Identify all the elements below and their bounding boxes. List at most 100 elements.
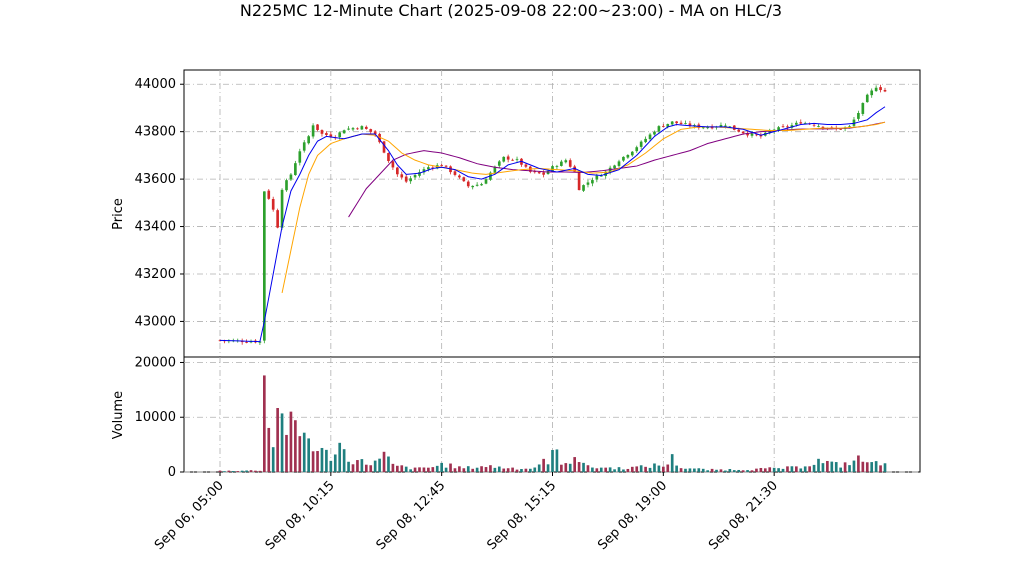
candle-body <box>679 122 683 124</box>
volume-bar <box>759 467 763 472</box>
volume-bar <box>839 467 842 472</box>
candle-body <box>781 126 785 128</box>
candle-body <box>240 341 244 343</box>
volume-bar <box>462 468 466 472</box>
candle-body <box>285 180 288 191</box>
candle-body <box>387 153 390 162</box>
candle-body <box>524 164 528 167</box>
ma-long-line <box>348 121 886 218</box>
volume-bar <box>728 469 732 472</box>
moving-average-lines <box>219 106 886 343</box>
volume-bar <box>316 451 319 472</box>
candle-body <box>848 126 851 128</box>
candle-body <box>883 89 887 92</box>
candle-body <box>870 90 874 96</box>
volume-bar <box>701 468 705 472</box>
volume-bar <box>356 460 359 472</box>
volume-bar <box>276 408 279 472</box>
x-tick-label: Sep 08, 21:30 <box>706 478 781 553</box>
volume-bar <box>653 463 656 472</box>
candle-body <box>626 154 630 158</box>
candle-body <box>404 176 408 182</box>
candle-body <box>852 119 856 126</box>
volume-bar <box>294 420 297 472</box>
volume-bar <box>573 457 576 472</box>
candle-body <box>347 128 350 130</box>
candle-body <box>263 191 266 341</box>
volume-bar <box>861 461 865 472</box>
volume-bar <box>555 449 559 472</box>
candle-body <box>329 134 333 137</box>
volume-bar <box>679 468 683 472</box>
volume-bar <box>737 469 741 472</box>
candle-body <box>630 151 634 156</box>
volume-bar <box>471 468 475 472</box>
candle-body <box>591 180 594 184</box>
candle-body <box>342 130 346 134</box>
volume-bar <box>223 471 226 472</box>
volume-bar <box>586 465 590 472</box>
volume-bar <box>848 465 851 472</box>
candle-body <box>577 171 581 191</box>
candle-body <box>724 125 727 127</box>
volume-bar <box>750 470 754 472</box>
candle-body <box>391 161 395 168</box>
volume-bar <box>803 466 807 472</box>
volume-bar <box>564 463 568 472</box>
candle-body <box>418 172 421 176</box>
volume-bar <box>662 466 665 472</box>
candle-body <box>688 123 692 126</box>
candle-body <box>422 169 426 173</box>
volume-bar <box>724 470 727 472</box>
volume-bar <box>879 465 882 472</box>
volume-bars <box>218 375 887 472</box>
price-tick-label: 43800 <box>135 125 176 140</box>
candle-body <box>338 132 342 138</box>
volume-bar <box>808 466 811 472</box>
candle-body <box>582 185 585 191</box>
volume-bar <box>670 454 674 472</box>
candle-body <box>497 161 501 166</box>
volume-bar <box>435 465 439 472</box>
candle-body <box>817 126 820 127</box>
volume-bar <box>635 466 639 472</box>
candle-body <box>542 172 545 175</box>
volume-bar <box>755 468 758 472</box>
price-tick-label: 44000 <box>135 77 176 92</box>
volume-bar <box>826 460 829 472</box>
volume-bar <box>768 467 772 472</box>
volume-bar <box>639 465 643 472</box>
candle-body <box>865 94 869 103</box>
candle-body <box>267 190 271 199</box>
candle-body <box>378 133 381 143</box>
candle-body <box>777 127 780 131</box>
volume-bar <box>369 465 373 472</box>
candle-body <box>440 165 443 166</box>
volume-bar <box>382 451 386 472</box>
volume-axis-label: Volume <box>111 391 126 439</box>
volume-bar <box>582 462 585 472</box>
volume-bar <box>599 467 603 472</box>
candle-body <box>644 138 647 143</box>
candle-body <box>795 122 798 125</box>
candle-body <box>364 126 368 129</box>
volume-bar <box>387 456 390 472</box>
volume-bar <box>790 466 794 472</box>
volume-bar <box>320 447 324 472</box>
volume-bar <box>843 462 847 472</box>
volume-bar <box>298 436 302 472</box>
candle-body <box>568 160 572 167</box>
price-tick-label: 43400 <box>135 220 176 235</box>
volume-bar <box>422 467 426 472</box>
volume-bar <box>657 465 661 472</box>
volume-bar <box>666 464 670 472</box>
price-tick-label: 43200 <box>135 267 176 282</box>
candle-body <box>586 182 590 185</box>
candle-body <box>294 163 297 176</box>
volume-bar <box>263 375 266 472</box>
candle-body <box>551 166 554 172</box>
volume-bar <box>604 467 608 472</box>
candle-body <box>458 175 461 178</box>
volume-bar <box>515 469 519 472</box>
price-tick-label: 43000 <box>135 314 176 329</box>
